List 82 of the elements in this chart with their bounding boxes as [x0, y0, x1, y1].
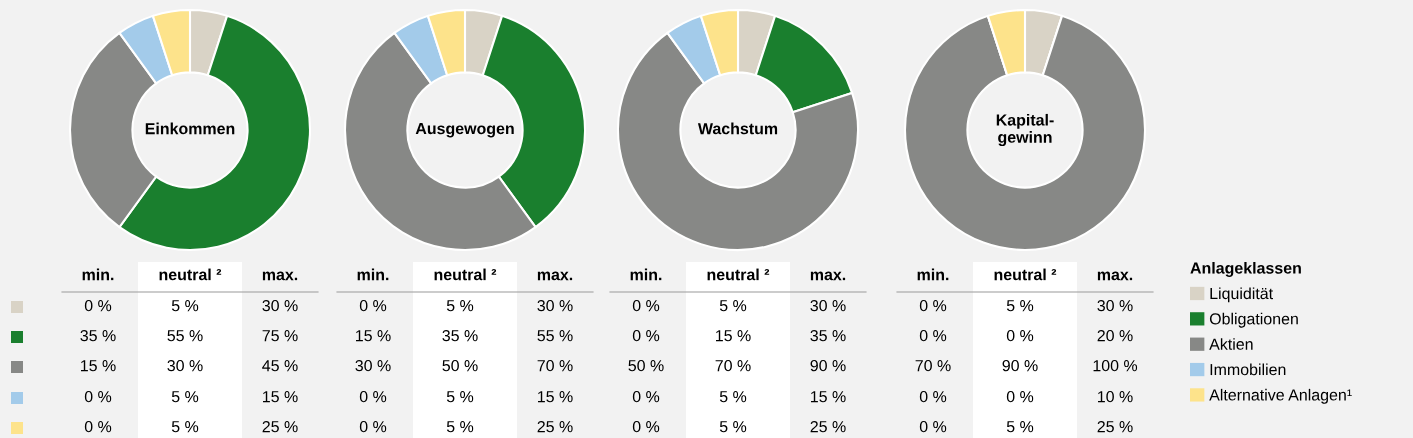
- text: 0 %: [632, 390, 660, 403]
- text: 0 %: [359, 390, 387, 403]
- text: max.: [537, 271, 573, 281]
- text: 0 %: [632, 329, 660, 342]
- text: 5 %: [171, 391, 199, 403]
- text: 20 %: [1097, 329, 1133, 342]
- text: max.: [262, 271, 298, 281]
- text: 90 %: [1002, 359, 1038, 372]
- text: 30 %: [355, 359, 391, 372]
- legend-label: Obligationen: [1209, 312, 1298, 328]
- text: 30 %: [167, 359, 203, 372]
- text: 30 %: [810, 299, 846, 312]
- text: 5 %: [446, 300, 474, 312]
- text: 25 %: [810, 420, 846, 433]
- text: 0 %: [632, 299, 660, 312]
- text: 15 %: [538, 391, 573, 403]
- text: 5 %: [719, 300, 747, 312]
- text: min.: [917, 268, 949, 281]
- text: 0 %: [359, 420, 387, 433]
- text: 0 %: [84, 390, 112, 403]
- text: 5 %: [446, 421, 474, 433]
- text: 45 %: [262, 360, 298, 372]
- text: 5 %: [171, 300, 199, 312]
- text: 70 %: [715, 359, 751, 372]
- text: 15 %: [356, 330, 391, 342]
- text: max.: [1097, 271, 1133, 281]
- text: 30 %: [262, 299, 298, 312]
- legend-label: Alternative Anlagen¹: [1209, 388, 1352, 404]
- text: 0 %: [1006, 329, 1034, 342]
- text: Einkommen: [145, 122, 235, 135]
- legend-title: Anlageklassen: [1190, 262, 1301, 277]
- text: 35 %: [80, 329, 116, 342]
- text: 15 %: [263, 391, 298, 403]
- text: min.: [82, 268, 114, 281]
- text: 30 %: [537, 299, 573, 312]
- text: neutral ²: [159, 268, 222, 281]
- text: 25 %: [537, 420, 573, 433]
- text: 0 %: [919, 420, 947, 433]
- text: Wachstum: [697, 122, 778, 135]
- text: 0 %: [919, 390, 947, 403]
- legend-label: Aktien: [1209, 338, 1253, 350]
- text: 25 %: [262, 420, 298, 433]
- text: 70 %: [915, 359, 951, 372]
- text: 5 %: [1006, 300, 1034, 312]
- text: 0 %: [84, 420, 112, 433]
- text: 5 %: [719, 421, 747, 433]
- text: 25 %: [1097, 420, 1133, 433]
- text: Kapital- gewinn: [996, 113, 1054, 147]
- text: 35 %: [810, 329, 846, 342]
- text: 0 %: [919, 329, 947, 342]
- text: 5 %: [719, 391, 747, 403]
- text: 75 %: [262, 330, 298, 342]
- text: 30 %: [1097, 299, 1133, 312]
- text: 15 %: [716, 330, 751, 342]
- text: neutral ²: [434, 268, 497, 281]
- text: neutral ²: [994, 268, 1057, 281]
- legend-label: Liquidität: [1210, 287, 1273, 303]
- text: 15 %: [81, 360, 116, 372]
- text: 10 %: [1098, 390, 1133, 403]
- text: 50 %: [442, 359, 478, 372]
- text: min.: [630, 268, 662, 281]
- text: 0 %: [359, 299, 387, 312]
- text: 35 %: [442, 329, 478, 342]
- text: 15 %: [811, 391, 846, 403]
- text: 0 %: [1006, 390, 1034, 403]
- text: 70 %: [537, 359, 573, 372]
- text: 5 %: [1006, 421, 1034, 433]
- legend-label: Immobilien: [1210, 363, 1286, 376]
- text: 55 %: [167, 330, 203, 342]
- text: 50 %: [628, 359, 664, 372]
- text: 0 %: [632, 420, 660, 433]
- text: 0 %: [919, 299, 947, 312]
- text: 100 %: [1093, 359, 1138, 372]
- text: Ausgewogen: [415, 123, 514, 138]
- text: max.: [810, 271, 846, 281]
- text: 0 %: [84, 299, 112, 312]
- text: neutral ²: [707, 268, 770, 281]
- text: min.: [357, 268, 389, 281]
- text: 55 %: [537, 330, 573, 342]
- text: 90 %: [810, 359, 846, 372]
- text: 5 %: [171, 421, 199, 433]
- text: 5 %: [446, 391, 474, 403]
